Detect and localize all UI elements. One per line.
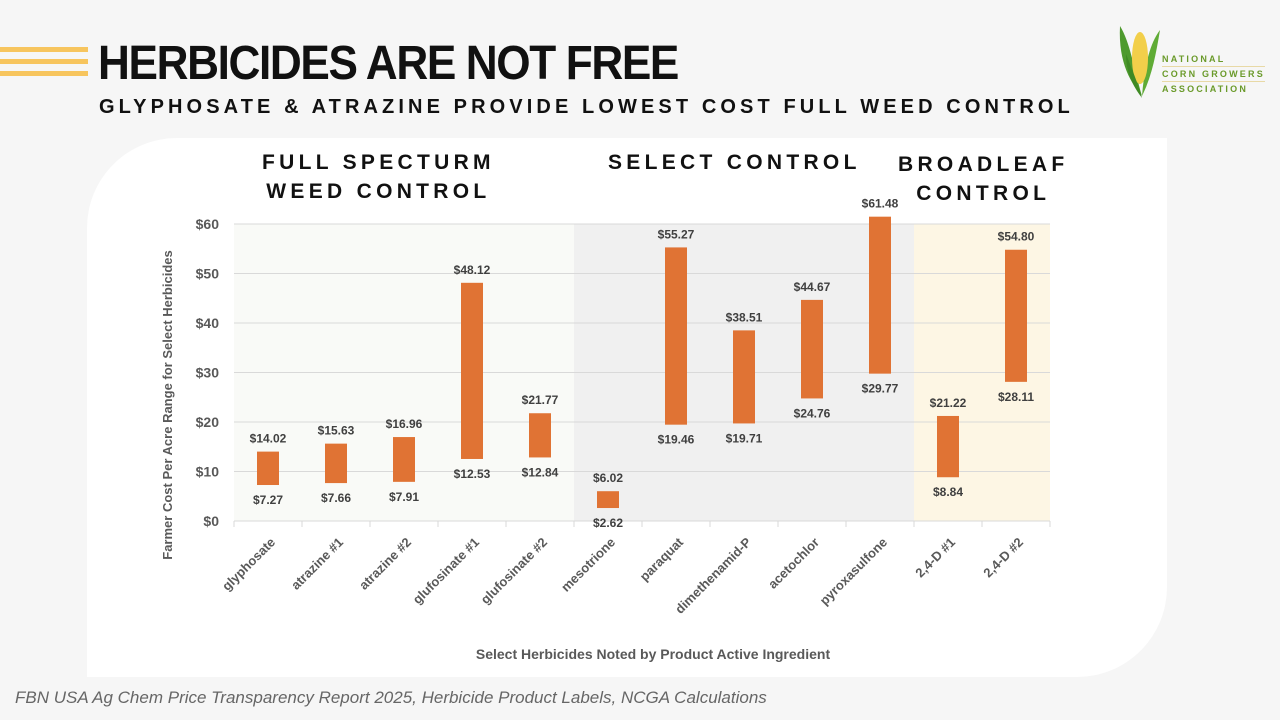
corn-cob-icon <box>1119 26 1160 98</box>
section-label-line: WEED CONTROL <box>266 180 491 203</box>
low-value-label: $7.66 <box>321 491 351 505</box>
stripe <box>0 47 88 52</box>
section-label-broadleaf-control: BROADLEAF CONTROL <box>898 150 1069 208</box>
low-value-label: $7.91 <box>389 490 419 504</box>
high-value-label: $21.22 <box>930 396 967 410</box>
y-tick-label: $10 <box>196 464 220 480</box>
low-value-label: $2.62 <box>593 516 623 530</box>
low-value-label: $28.11 <box>998 390 1034 404</box>
range-bar <box>801 299 823 399</box>
logo-line: ASSOCIATION <box>1162 84 1249 94</box>
low-value-label: $12.53 <box>454 467 491 481</box>
range-bar <box>529 413 551 458</box>
section-label-line: FULL SPECTURM <box>262 151 495 174</box>
x-category-label: acetochlor <box>765 535 822 592</box>
range-bar <box>733 330 755 424</box>
low-value-label: $8.84 <box>933 485 963 499</box>
x-category-label: atrazine #2 <box>356 535 414 593</box>
range-bar <box>597 491 619 509</box>
low-value-label: $12.84 <box>522 465 559 479</box>
section-label-line: CONTROL <box>916 182 1051 205</box>
range-bar <box>869 216 891 374</box>
x-category-label: glyphosate <box>219 535 278 594</box>
y-tick-label: $30 <box>196 365 220 381</box>
decorative-stripes <box>0 47 88 83</box>
low-value-label: $24.76 <box>794 406 831 420</box>
high-value-label: $55.27 <box>658 227 695 241</box>
stripe <box>0 71 88 76</box>
page-title: HERBICIDES ARE NOT FREE <box>98 37 679 90</box>
source-citation: FBN USA Ag Chem Price Transparency Repor… <box>15 688 767 707</box>
section-label-full-spectrum: FULL SPECTURM WEED CONTROL <box>262 148 495 206</box>
x-category-label: pyroxasulfone <box>817 535 890 608</box>
logo-wordmark: NATIONAL CORN GROWERS ASSOCIATION <box>1162 52 1265 96</box>
high-value-label: $16.96 <box>386 417 423 431</box>
high-value-label: $54.80 <box>998 230 1035 244</box>
range-bar <box>325 443 347 484</box>
logo-line: NATIONAL <box>1162 52 1265 67</box>
x-category-label: glufosinate #2 <box>478 535 550 607</box>
section-label-select-control: SELECT CONTROL <box>608 148 861 177</box>
low-value-label: $29.77 <box>862 382 899 396</box>
low-value-label: $19.46 <box>658 433 695 447</box>
range-bar <box>257 451 279 486</box>
x-category-label: 2,4-D #2 <box>980 535 1026 581</box>
high-value-label: $14.02 <box>250 432 287 446</box>
range-bar <box>1005 249 1027 382</box>
x-category-label: paraquat <box>637 534 687 584</box>
range-bar <box>393 437 415 482</box>
range-bar <box>937 415 959 478</box>
high-value-label: $38.51 <box>726 310 763 324</box>
y-tick-label: $0 <box>203 513 219 529</box>
high-value-label: $44.67 <box>794 280 831 294</box>
y-tick-label: $60 <box>196 216 220 232</box>
x-category-label: mesotrione <box>558 535 618 595</box>
y-tick-label: $20 <box>196 414 220 430</box>
x-category-label: atrazine #1 <box>288 535 346 593</box>
page-subtitle: GLYPHOSATE & ATRAZINE PROVIDE LOWEST COS… <box>99 96 1074 118</box>
section-label-line: BROADLEAF <box>898 153 1069 176</box>
y-axis-label: Farmer Cost Per Acre Range for Select He… <box>160 250 175 559</box>
high-value-label: $15.63 <box>318 424 355 438</box>
x-category-label: 2,4-D #1 <box>912 535 958 581</box>
range-bar <box>665 247 687 425</box>
low-value-label: $7.27 <box>253 493 283 507</box>
x-axis-label: Select Herbicides Noted by Product Activ… <box>476 646 831 662</box>
y-tick-label: $50 <box>196 266 220 282</box>
range-bar <box>461 282 483 459</box>
stripe <box>0 59 88 64</box>
high-value-label: $61.48 <box>862 197 899 211</box>
low-value-label: $19.71 <box>726 431 763 445</box>
y-tick-label: $40 <box>196 315 220 331</box>
high-value-label: $6.02 <box>593 471 623 485</box>
high-value-label: $21.77 <box>522 393 559 407</box>
x-category-label: glufosinate #1 <box>410 535 482 607</box>
section-label-line: SELECT CONTROL <box>608 151 861 174</box>
logo-line: CORN GROWERS <box>1162 67 1265 82</box>
high-value-label: $48.12 <box>454 263 491 277</box>
